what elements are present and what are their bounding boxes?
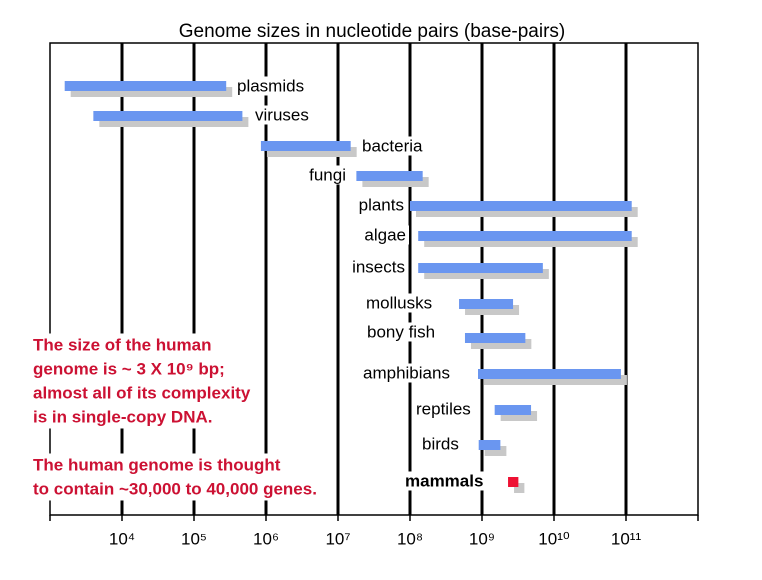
x-tick-label: 10⁸ [397,529,423,548]
label-backdrop [360,363,453,383]
bar [410,201,632,211]
annotation: The size of the human genome is ~ 3 X 10⁹… [31,333,253,429]
label-backdrop [234,76,308,96]
bar [93,111,243,121]
bar-shadow [470,339,532,349]
annotation-line: to contain ~30,000 to 40,000 genes. [33,479,317,498]
bar [260,141,351,151]
category-group: algae [361,225,409,245]
bar-shadow [484,446,507,456]
bar-shadow [484,375,627,385]
category-label: bacteria [362,136,423,155]
category-label: fungi [309,165,346,184]
bar [508,477,519,487]
bar [478,440,501,450]
category-label: mammals [405,471,483,490]
annotation-line: genome is ~ 3 X 10⁹ bp; [33,359,225,378]
chart-title: Genome sizes in nucleotide pairs (base-p… [179,21,566,42]
bar-shadow [99,117,249,127]
category-label: reptiles [416,399,471,418]
bar [418,231,632,241]
bar [459,299,514,309]
category-label: algae [364,225,406,244]
label-backdrop [252,105,312,125]
category-group: birds [419,434,462,454]
category-group: insects [349,257,408,277]
bar-shadow [500,411,538,421]
x-tick-label: 10⁶ [253,529,279,548]
category-label: plants [359,195,404,214]
bar [464,333,526,343]
x-tick-label: 10¹¹ [611,529,642,548]
annotation-line: is in single-copy DNA. [33,407,212,426]
label-backdrop [349,257,408,277]
annotation-backdrop [31,453,319,501]
category-group: fungi [306,165,349,185]
x-tick-label: 10⁷ [325,529,350,548]
label-backdrop [355,195,407,215]
category-label: viruses [255,105,309,124]
category-label: plasmids [237,76,304,95]
category-label: bony fish [367,322,435,341]
x-tick-label: 10¹⁰ [538,529,570,548]
label-backdrop [402,471,487,491]
plot-frame [49,42,699,516]
bar-shadow [416,207,638,217]
x-tick-label: 10⁵ [181,529,207,548]
category-group: plants [355,195,407,215]
bar [494,405,532,415]
bar [478,369,621,379]
bar-shadow [362,177,429,187]
annotation-line: The size of the human [33,335,212,354]
label-backdrop [361,225,409,245]
annotation: The human genome is thought to contain ~3… [31,453,319,501]
bar-shadow [266,147,357,157]
bar [418,263,543,273]
bar-shadow [70,87,233,97]
label-backdrop [364,322,439,342]
bar [64,81,227,91]
x-tick-label: 10⁹ [469,529,495,548]
label-backdrop [363,293,436,313]
annotation-backdrop [31,333,253,429]
category-group: mollusks [363,293,436,313]
category-group: bacteria [359,136,427,156]
category-group: amphibians [360,363,453,383]
bar [356,171,423,181]
bar-shadow [514,483,525,493]
label-backdrop [359,136,427,156]
category-label: insects [352,257,405,276]
label-backdrop [306,165,349,185]
bar-shadow [424,237,638,247]
bar-shadow [465,305,520,315]
category-group: mammals [402,471,487,491]
category-label: amphibians [363,363,450,382]
category-group: reptiles [413,399,474,419]
category-group: viruses [252,105,312,125]
category-label: mollusks [366,293,432,312]
bar-shadow [424,269,549,279]
annotation-line: almost all of its complexity [33,383,251,402]
annotation-line: The human genome is thought [33,455,281,474]
label-backdrop [413,399,474,419]
label-backdrop [419,434,462,454]
category-label: birds [422,434,459,453]
category-group: plasmids [234,76,308,96]
x-tick-label: 10⁴ [109,529,135,548]
category-group: bony fish [364,322,439,342]
